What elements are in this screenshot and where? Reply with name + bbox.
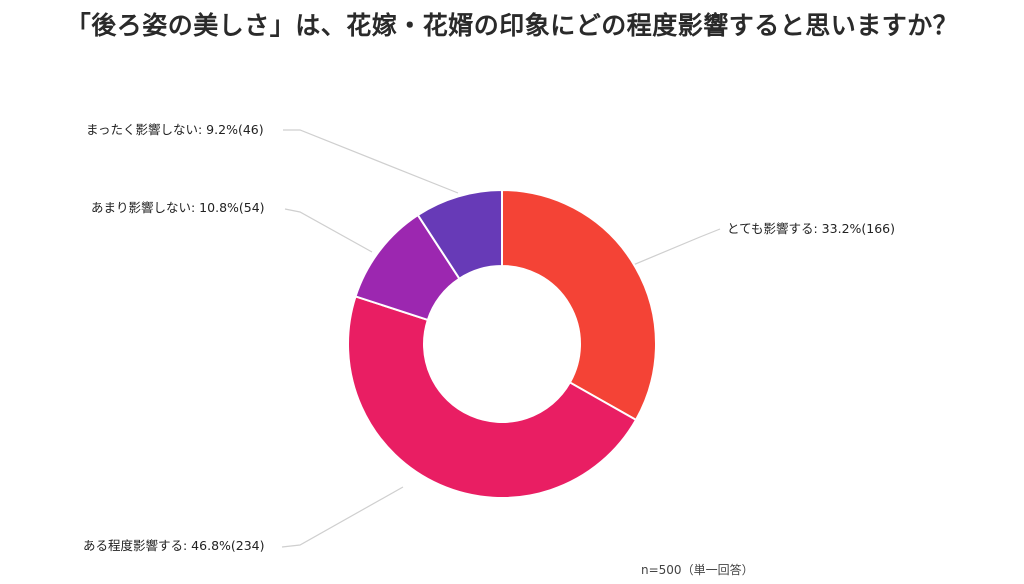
label-not-at-all: まったく影響しない: 9.2%(46) bbox=[86, 122, 264, 137]
chart-title: 「後ろ姿の美しさ」は、花嫁・花婿の印象にどの程度影響すると思いますか？ bbox=[65, 11, 959, 40]
leader-line bbox=[284, 208, 373, 253]
leader-line bbox=[632, 228, 721, 266]
leader-line bbox=[281, 486, 404, 548]
label-very-much: とても影響する: 33.2%(166) bbox=[727, 221, 896, 236]
label-not-much: あまり影響しない: 10.8%(54) bbox=[91, 200, 265, 215]
sample-size-note: n=500（単一回答） bbox=[641, 563, 754, 577]
slice-very-much bbox=[501, 188, 657, 422]
leader-line bbox=[283, 129, 459, 194]
slice-somewhat bbox=[347, 295, 638, 499]
label-somewhat: ある程度影響する: 46.8%(234) bbox=[83, 538, 265, 553]
slice-not-at-all bbox=[416, 188, 503, 281]
